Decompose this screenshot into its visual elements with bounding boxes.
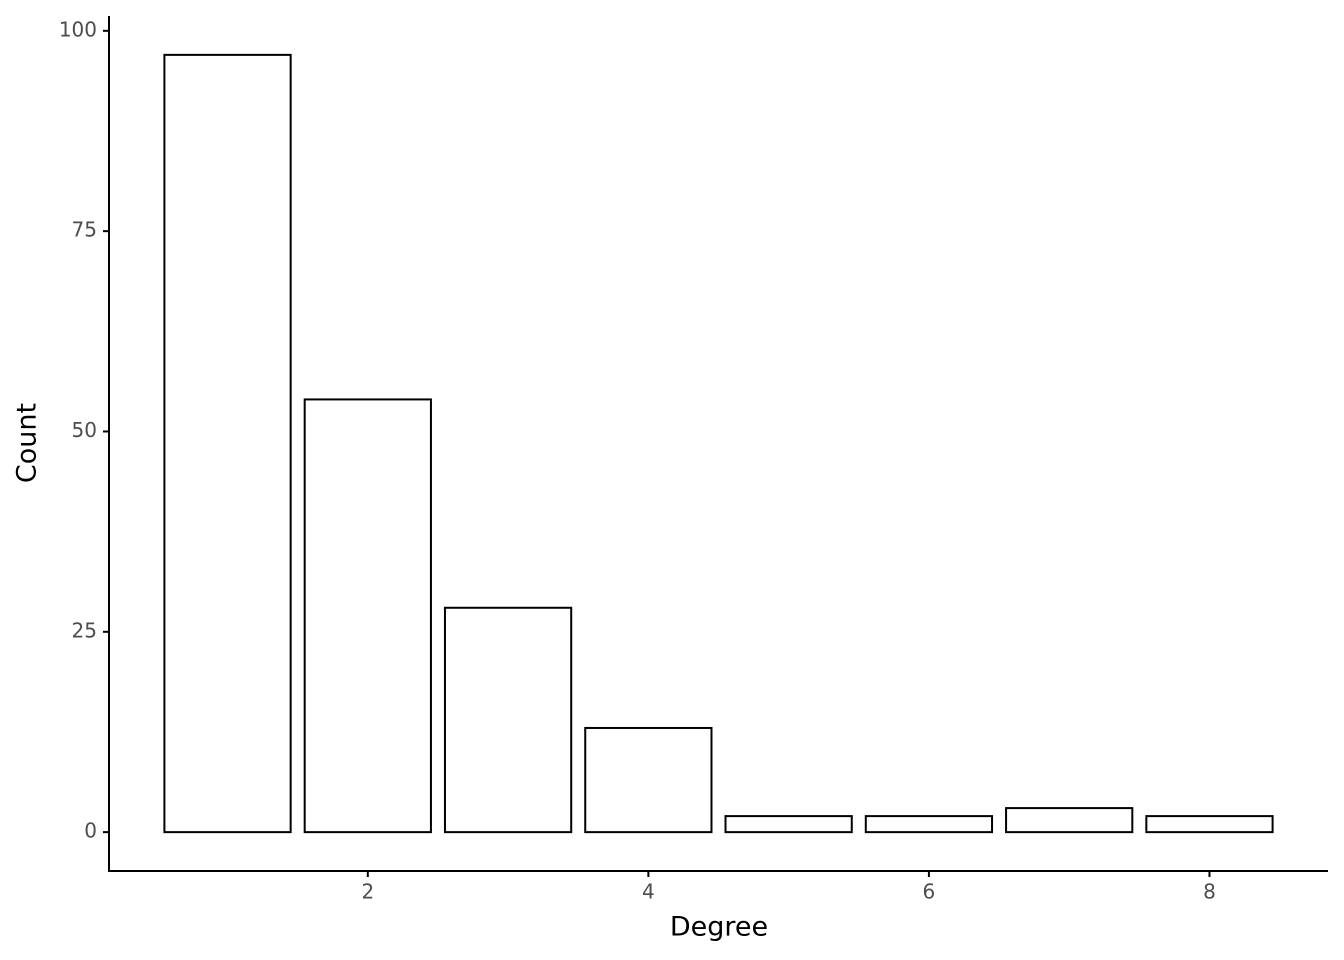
x-axis-title: Degree	[670, 912, 768, 943]
bar	[584, 726, 713, 834]
bar	[443, 606, 573, 834]
bar	[163, 53, 292, 834]
y-tick-label: 0	[84, 819, 97, 843]
x-tick-label: 6	[923, 880, 936, 904]
y-tick-label: 100	[59, 17, 97, 41]
x-tick-label: 2	[361, 880, 374, 904]
y-tick-label: 75	[72, 218, 97, 242]
bar	[1145, 815, 1274, 834]
y-tick-label: 25	[72, 618, 97, 642]
x-tick-label: 4	[642, 880, 655, 904]
bar	[1005, 807, 1134, 834]
bar	[864, 815, 994, 834]
y-tick-label: 50	[72, 418, 97, 442]
bar	[724, 815, 853, 834]
x-tick-label: 8	[1203, 880, 1216, 904]
y-axis-title: Count	[12, 403, 43, 483]
bar	[303, 398, 432, 834]
